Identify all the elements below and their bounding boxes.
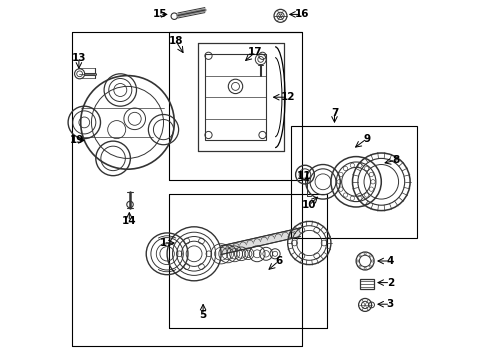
Text: 7: 7 <box>330 108 338 118</box>
Text: 1: 1 <box>160 238 167 248</box>
Text: 15: 15 <box>152 9 167 19</box>
Text: 2: 2 <box>386 278 393 288</box>
Bar <box>291 126 416 238</box>
Text: 8: 8 <box>391 155 399 165</box>
Text: 16: 16 <box>294 9 309 19</box>
Text: 5: 5 <box>199 310 206 320</box>
Text: 12: 12 <box>280 92 294 102</box>
Bar <box>204 54 265 140</box>
Bar <box>359 279 373 289</box>
Text: 19: 19 <box>70 135 84 145</box>
Polygon shape <box>221 228 300 255</box>
Text: 14: 14 <box>122 216 136 226</box>
Text: 4: 4 <box>386 256 393 266</box>
Text: 11: 11 <box>296 171 310 181</box>
Text: 9: 9 <box>363 134 370 144</box>
Circle shape <box>75 69 84 79</box>
Text: 18: 18 <box>168 36 183 46</box>
Text: 10: 10 <box>302 200 316 210</box>
Text: 6: 6 <box>275 256 282 266</box>
Text: 3: 3 <box>386 299 393 309</box>
Text: 17: 17 <box>247 47 262 57</box>
Text: 13: 13 <box>72 53 86 63</box>
